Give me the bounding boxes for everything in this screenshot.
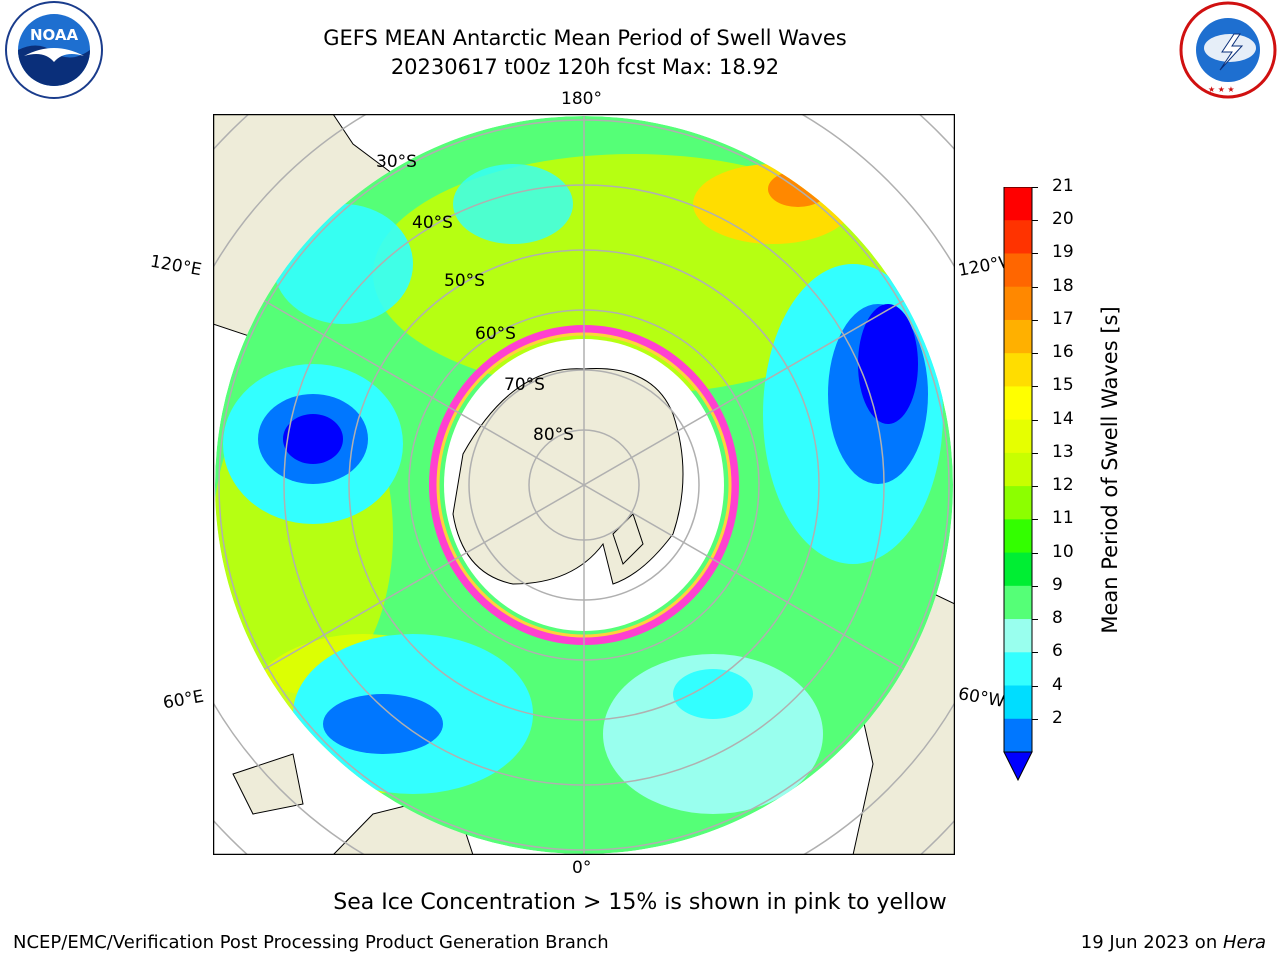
colorbar-tick-mark	[1032, 286, 1038, 288]
footer-host: Hera	[1222, 932, 1266, 953]
colorbar-tick-mark	[1032, 386, 1038, 388]
lon-label-120e: 120°E	[148, 251, 204, 281]
colorbar-segment	[1004, 519, 1032, 554]
colorbar-tick-label: 17	[1052, 308, 1074, 329]
lat-label-80s: 80°S	[533, 425, 574, 445]
lat-label-60s: 60°S	[475, 324, 516, 344]
colorbar-tick-label: 15	[1052, 375, 1074, 396]
colorbar-segment	[1004, 685, 1032, 720]
colorbar-tick-label: 2	[1052, 707, 1063, 728]
colorbar-tick-mark	[1032, 319, 1038, 321]
colorbar-tick-label: 19	[1052, 242, 1074, 263]
colorbar-segment	[1004, 187, 1032, 221]
colorbar-tick-mark	[1032, 187, 1038, 188]
colorbar-tick-label: 9	[1052, 574, 1063, 595]
colorbar-segment	[1004, 652, 1032, 687]
colorbar-label: Mean Period of Swell Waves [s]	[1098, 306, 1122, 634]
colorbar-tick-label: 12	[1052, 475, 1074, 496]
footer-right: 19 Jun 2023 on Hera	[1081, 932, 1266, 953]
lon-label-0: 0°	[572, 858, 592, 878]
colorbar	[1000, 186, 1040, 787]
colorbar-segment	[1004, 386, 1032, 421]
lat-label-30s: 30°S	[376, 152, 417, 172]
chart-title-line1: GEFS MEAN Antarctic Mean Period of Swell…	[323, 26, 847, 50]
colorbar-segment	[1004, 486, 1032, 520]
colorbar-segment	[1004, 319, 1032, 354]
lon-label-60w: 60°W	[956, 684, 1007, 712]
colorbar-tick-mark	[1032, 685, 1038, 687]
colorbar-tick-label: 18	[1052, 275, 1074, 296]
footer-left: NCEP/EMC/Verification Post Processing Pr…	[13, 932, 609, 953]
svg-text:★ ★ ★: ★ ★ ★	[1208, 85, 1235, 94]
lon-label-180: 180°	[561, 89, 602, 109]
colorbar-tick-label: 8	[1052, 608, 1063, 629]
colorbar-tick-mark	[1032, 585, 1038, 587]
nws-logo: ★ ★ ★	[1178, 0, 1278, 100]
colorbar-segment	[1004, 718, 1032, 753]
colorbar-tick-label: 6	[1052, 641, 1063, 662]
colorbar-tick-mark	[1032, 253, 1038, 255]
colorbar-segment	[1004, 419, 1032, 454]
colorbar-segment	[1004, 552, 1032, 587]
polar-map	[213, 114, 955, 855]
colorbar-tick-mark	[1032, 220, 1038, 222]
colorbar-tick-label: 13	[1052, 441, 1074, 462]
colorbar-tick-mark	[1032, 519, 1038, 521]
colorbar-segment	[1004, 585, 1032, 620]
noaa-logo-text: NOAA	[30, 26, 79, 44]
colorbar-tick-mark	[1032, 718, 1038, 720]
colorbar-segment	[1004, 253, 1032, 288]
colorbar-tick-label: 16	[1052, 342, 1074, 363]
colorbar-tick-label: 20	[1052, 209, 1074, 230]
footer-date: 19 Jun 2023 on	[1080, 932, 1223, 953]
colorbar-under-arrow	[1003, 751, 1033, 782]
colorbar-tick-label: 14	[1052, 408, 1074, 429]
colorbar-tick-label: 10	[1052, 541, 1074, 562]
colorbar-tick-label: 4	[1052, 674, 1063, 695]
lat-label-40s: 40°S	[412, 213, 453, 233]
colorbar-tick-mark	[1032, 353, 1038, 355]
colorbar-tick-mark	[1032, 452, 1038, 454]
lat-label-50s: 50°S	[444, 271, 485, 291]
colorbar-segment	[1004, 286, 1032, 321]
colorbar-tick-mark	[1032, 652, 1038, 654]
colorbar-segment	[1004, 220, 1032, 254]
colorbar-tick-label: 21	[1052, 176, 1074, 196]
lat-label-70s: 70°S	[504, 375, 545, 395]
chart-title-line2: 20230617 t00z 120h fcst Max: 18.92	[390, 55, 780, 79]
colorbar-segment	[1004, 619, 1032, 653]
colorbar-tick-mark	[1032, 419, 1038, 421]
noaa-logo: NOAA	[4, 0, 104, 100]
colorbar-tick-mark	[1032, 619, 1038, 621]
colorbar-segment	[1004, 452, 1032, 487]
colorbar-segment	[1004, 353, 1032, 387]
colorbar-tick-mark	[1032, 552, 1038, 554]
sea-ice-caption: Sea Ice Concentration > 15% is shown in …	[333, 890, 947, 915]
colorbar-tick-mark	[1032, 486, 1038, 488]
colorbar-tick-label: 11	[1052, 508, 1074, 529]
lon-label-60e: 60°E	[161, 686, 206, 714]
